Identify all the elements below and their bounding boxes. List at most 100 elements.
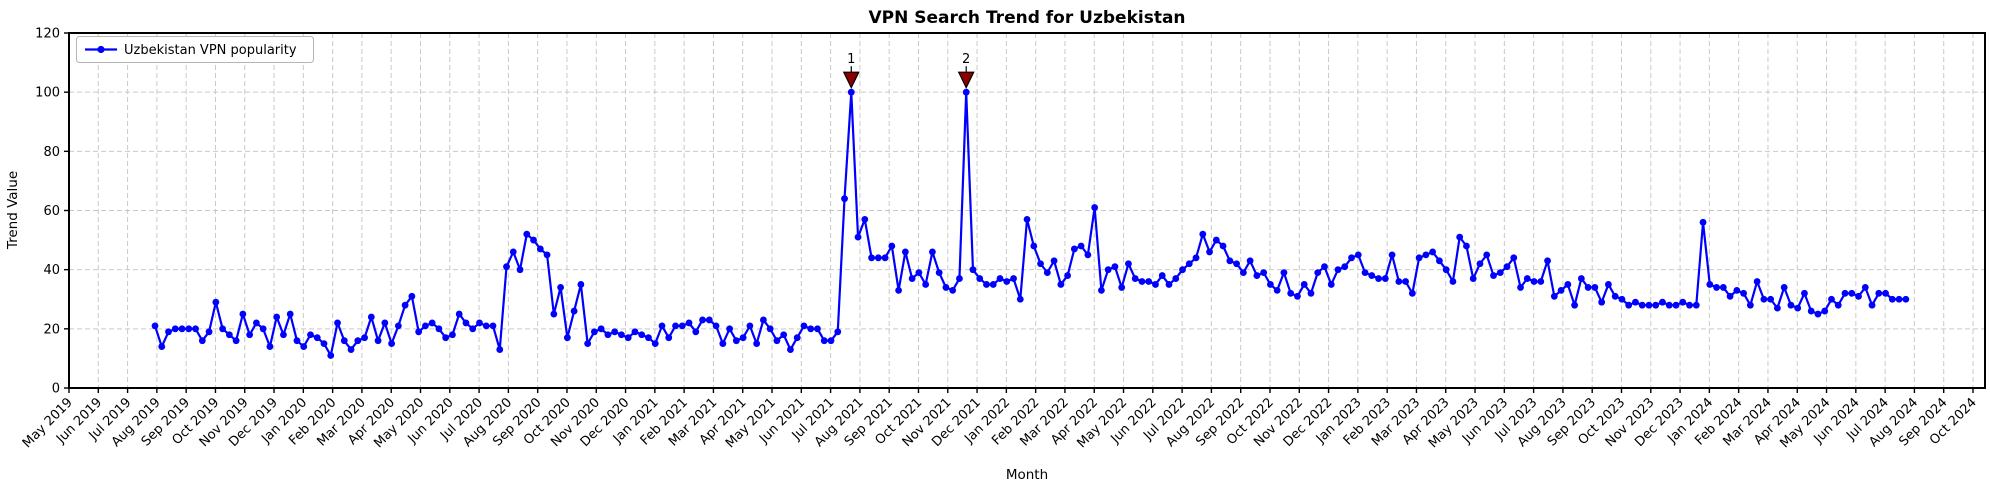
data-point	[225, 331, 233, 339]
data-point	[503, 263, 510, 271]
data-point	[496, 346, 504, 353]
trend-line-series	[151, 88, 1910, 359]
data-point	[1801, 289, 1808, 297]
data-point	[1611, 292, 1619, 300]
data-point	[327, 352, 335, 359]
data-point	[597, 325, 605, 333]
data-point	[1368, 272, 1376, 279]
data-point	[814, 325, 821, 333]
data-point	[455, 310, 463, 318]
data-point	[435, 325, 443, 333]
data-point	[901, 248, 909, 256]
data-point	[158, 343, 166, 350]
y-axis-label: Trend Value	[5, 171, 21, 250]
data-point	[1496, 269, 1504, 277]
data-point	[1388, 251, 1396, 259]
data-point	[1469, 275, 1477, 282]
data-point	[949, 286, 957, 294]
data-point	[942, 284, 950, 291]
data-point	[1490, 272, 1497, 279]
y-tick-label: 120	[35, 27, 60, 42]
data-point	[1098, 286, 1105, 294]
annotation-number: 2	[962, 52, 970, 67]
data-point	[401, 301, 409, 309]
data-point	[1381, 275, 1389, 282]
annotation-arrow-icon	[842, 71, 860, 90]
data-point	[1152, 281, 1159, 288]
data-point	[1753, 278, 1761, 285]
data-point	[888, 242, 896, 250]
data-point	[1855, 292, 1862, 300]
data-point	[1483, 251, 1491, 259]
data-point	[1138, 278, 1146, 285]
data-point	[1834, 301, 1842, 309]
data-point	[1686, 301, 1693, 309]
data-point	[469, 325, 477, 333]
data-point	[1233, 260, 1240, 268]
data-point	[340, 337, 348, 345]
data-point	[1638, 301, 1646, 309]
data-point	[408, 292, 416, 300]
data-point	[651, 340, 659, 348]
data-point	[1517, 284, 1524, 291]
data-point	[347, 346, 355, 353]
data-point	[1692, 301, 1700, 309]
data-point	[1287, 289, 1295, 297]
data-point	[1091, 204, 1099, 211]
data-point	[726, 325, 733, 333]
x-axis-label: Month	[1006, 467, 1048, 483]
data-point	[300, 343, 308, 350]
data-point	[800, 322, 808, 330]
data-point	[685, 319, 693, 327]
data-point	[1476, 260, 1484, 268]
data-point	[205, 328, 213, 336]
data-point	[232, 337, 240, 345]
data-point	[516, 266, 524, 274]
data-point	[482, 322, 490, 330]
data-point	[1185, 260, 1193, 268]
data-point	[1402, 278, 1409, 285]
data-point	[969, 266, 977, 274]
data-point	[820, 337, 828, 345]
y-tick-label: 80	[43, 145, 60, 160]
data-point	[604, 331, 612, 339]
data-point	[253, 319, 260, 327]
axis-ticks	[64, 32, 1974, 393]
legend-box	[76, 36, 314, 63]
data-point	[854, 233, 862, 241]
data-point	[1564, 281, 1572, 288]
data-point	[989, 281, 997, 288]
data-point	[185, 325, 193, 333]
data-point	[1294, 292, 1301, 300]
data-point	[1544, 257, 1551, 265]
data-point	[591, 328, 598, 336]
data-point	[645, 334, 652, 342]
data-point	[712, 322, 720, 330]
data-point	[1314, 269, 1322, 277]
data-point	[1760, 295, 1768, 303]
data-point	[678, 322, 686, 330]
data-point	[1821, 307, 1829, 315]
y-tick-label: 60	[43, 204, 60, 219]
data-point	[956, 275, 963, 282]
data-point	[1645, 301, 1653, 309]
data-point	[618, 331, 625, 339]
data-point	[929, 248, 936, 256]
data-point	[192, 325, 199, 333]
data-point	[1882, 289, 1889, 297]
data-point	[1584, 284, 1592, 291]
data-point	[1375, 275, 1382, 282]
data-point	[1010, 275, 1017, 282]
data-point	[1077, 242, 1085, 250]
data-point	[1787, 301, 1795, 309]
legend-marker-sample	[97, 45, 105, 54]
data-point	[509, 248, 517, 256]
chart-title: VPN Search Trend for Uzbekistan	[868, 8, 1185, 28]
data-point	[266, 343, 274, 350]
data-point	[536, 245, 544, 253]
data-point	[1057, 281, 1065, 288]
data-point	[1260, 269, 1268, 277]
legend: Uzbekistan VPN popularity	[76, 36, 314, 63]
